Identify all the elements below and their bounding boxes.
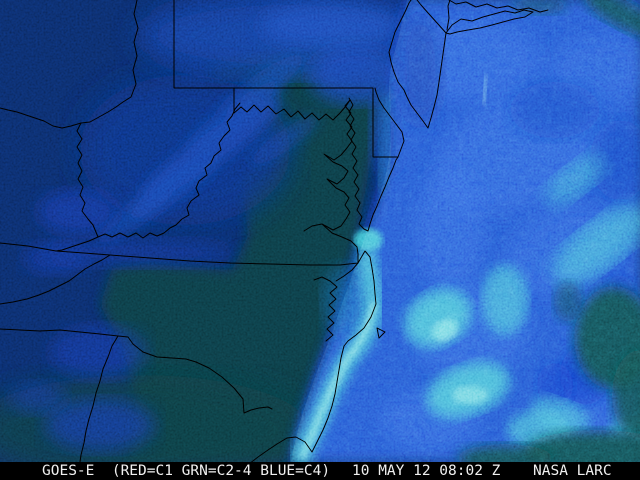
satellite-image [0, 0, 640, 462]
caption-timestamp: 10 MAY 12 08:02 Z [352, 463, 501, 479]
caption-credit: NASA LARC [533, 463, 612, 479]
image-grain [0, 0, 640, 462]
caption-satellite-label: GOES-E (RED=C1 GRN=C2-4 BLUE=C4) [42, 463, 331, 479]
caption-bar: GOES-E (RED=C1 GRN=C2-4 BLUE=C4) 10 MAY … [0, 462, 640, 480]
